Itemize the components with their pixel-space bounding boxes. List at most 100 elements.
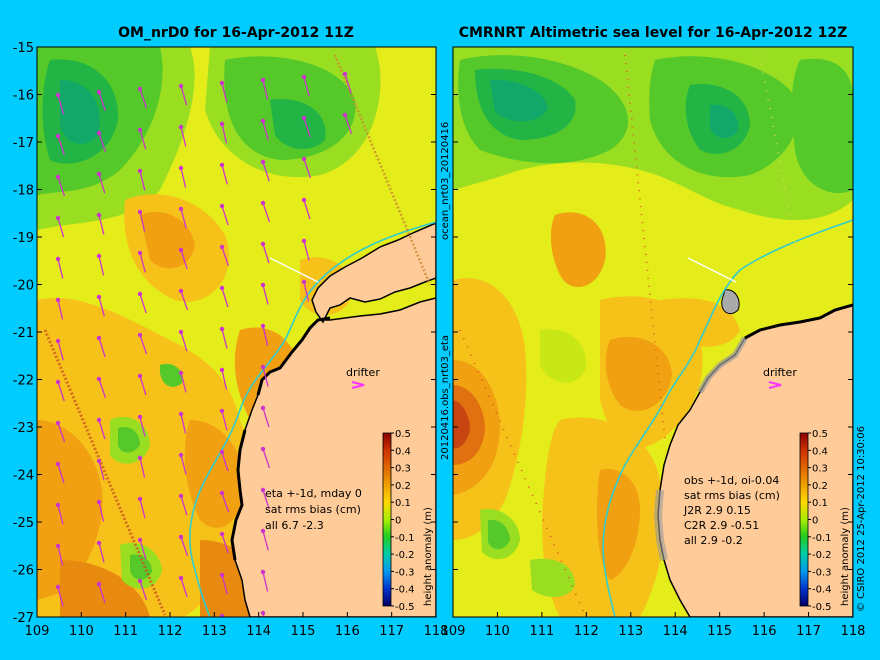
wind-arrow: [98, 173, 106, 194]
wind-arrow: [221, 533, 229, 554]
wind-arrow-head: [178, 206, 184, 212]
wind-arrow-head: [96, 376, 102, 382]
wind-arrow-head: [260, 77, 266, 83]
wind-arrow-head: [260, 487, 266, 493]
colorbar-tick-label: -0.1: [395, 533, 415, 544]
wind-arrow-head: [55, 461, 61, 467]
colorbar-tick-label: -0.2: [812, 550, 832, 561]
left-annotation-line: all 6.7 -2.3: [265, 519, 324, 532]
wind-arrow: [180, 85, 188, 106]
wind-arrow-head: [301, 115, 307, 121]
wind-arrow: [221, 328, 228, 349]
colorbar-tick-label: 0: [395, 516, 401, 527]
wind-arrow: [98, 214, 105, 235]
wind-arrow-head: [55, 379, 61, 385]
wind-arrow: [180, 413, 187, 434]
wind-arrow-head: [342, 112, 348, 118]
wind-arrow-head: [55, 543, 61, 549]
wind-arrow: [262, 325, 269, 346]
wind-arrow: [98, 378, 107, 399]
wind-arrow-head: [301, 197, 307, 203]
wind-arrow: [57, 422, 66, 443]
left-current-line: [189, 221, 436, 617]
wind-arrow: [262, 571, 269, 592]
wind-arrow: [344, 73, 352, 94]
run-id-label: ocean_nrt03_20120416: [440, 122, 451, 240]
wind-arrow: [98, 91, 106, 112]
wind-arrow: [139, 293, 147, 314]
lon-tick-label: 109: [25, 624, 50, 639]
wind-arrow-head: [219, 80, 225, 86]
wind-arrow: [262, 161, 270, 182]
lat-tick-label: -24: [13, 469, 34, 484]
wind-arrow-head: [55, 420, 61, 426]
wind-arrow: [57, 217, 65, 238]
colorbar-tick-label: 0.3: [395, 464, 411, 475]
wind-arrow-head: [260, 610, 266, 616]
wind-arrow-head: [260, 569, 266, 575]
wind-arrow: [57, 340, 64, 361]
colorbar-tick-label: -0.2: [395, 550, 415, 561]
wind-arrow: [221, 451, 229, 472]
wind-arrow: [262, 448, 271, 469]
wind-arrow: [58, 628, 64, 647]
lat-tick-label: -19: [13, 231, 34, 246]
lat-tick-label: -25: [13, 516, 34, 531]
wind-arrow: [262, 79, 269, 100]
wind-arrow-head: [260, 323, 266, 329]
wind-arrow: [180, 454, 187, 475]
wind-arrow: [139, 539, 147, 560]
wind-arrow: [57, 94, 65, 115]
wind-arrow-head: [55, 174, 61, 180]
lat-tick-label: -21: [13, 326, 34, 341]
wind-arrow: [221, 246, 230, 267]
wind-arrow-head: [301, 74, 307, 80]
wind-arrow-head: [219, 572, 225, 578]
right-colorbar-label: height anomaly (m): [840, 507, 851, 606]
wind-arrow: [221, 164, 228, 185]
wind-arrow: [180, 167, 187, 188]
wind-arrow-head: [96, 253, 102, 259]
wind-arrow: [139, 129, 147, 150]
wind-arrow: [57, 504, 64, 525]
right-axes: 109 110 111 112 113 114 115 116 117 118: [441, 46, 865, 639]
wind-arrow: [180, 290, 189, 311]
left-annotation-line: eta +-1d, mday 0: [265, 487, 362, 500]
left-satellite-tracks: [43, 54, 432, 616]
colorbar-tick-label: -0.4: [812, 585, 832, 596]
lat-tick-label: -16: [13, 89, 34, 104]
right-annotation-line: sat rms bias (cm): [684, 489, 780, 502]
lon-tick-label: 113: [202, 624, 227, 639]
wind-arrow: [221, 369, 228, 390]
colorbar-tick-label: 0.2: [395, 481, 411, 492]
wind-arrow-head: [178, 83, 184, 89]
wind-arrow: [262, 489, 270, 510]
wind-arrow-head: [137, 455, 143, 461]
wind-arrow-head: [301, 156, 307, 162]
wind-arrow: [139, 375, 147, 396]
wind-arrow: [98, 296, 105, 317]
wind-arrow-head: [56, 626, 60, 630]
lat-tick-label: -18: [13, 184, 34, 199]
lon-tick-label: 114: [663, 624, 688, 639]
wind-arrow-head: [55, 338, 61, 344]
wind-arrow-head: [97, 623, 101, 627]
wind-arrow-head: [178, 288, 184, 294]
wind-arrow: [262, 612, 265, 617]
wind-arrow-head: [96, 130, 102, 136]
lon-tick-label: 110: [485, 624, 510, 639]
colorbar-tick-label: 0.4: [812, 446, 828, 457]
colorbar-tick-label: -0.5: [395, 602, 415, 613]
wind-arrow-head: [178, 124, 184, 130]
wind-arrow-head: [137, 291, 143, 297]
wind-arrow-head: [260, 364, 266, 370]
right-annotation: obs +-1d, oi-0.04 sat rms bias (cm) J2R …: [683, 474, 780, 547]
left-panel-title: OM_nrD0 for 16-Apr-2012 11Z: [118, 25, 354, 41]
wind-arrow-head: [260, 159, 266, 165]
wind-arrow-head: [137, 537, 143, 543]
right-drifter-label: drifter: [763, 366, 797, 379]
lon-tick-label: 111: [113, 624, 138, 639]
wind-arrow-head: [178, 165, 184, 171]
wind-arrow-head: [260, 118, 266, 124]
wind-arrow: [57, 381, 65, 402]
